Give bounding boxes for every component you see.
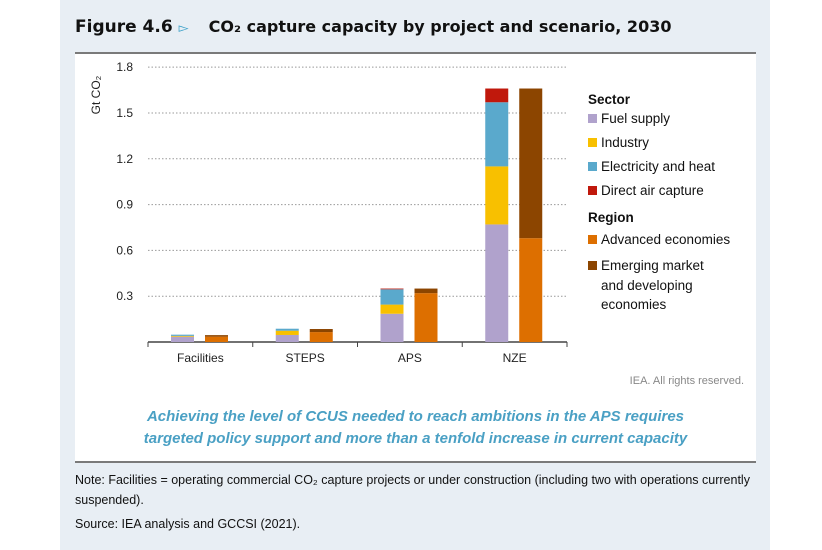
chart-title: CO₂ capture capacity by project and scen… [208,17,672,36]
y-tick-label: 0.9 [116,198,133,212]
y-tick-label: 0.6 [116,243,133,257]
legend-swatch [588,235,597,244]
y-tick-label: 1.2 [116,152,133,166]
key-message: Achieving the level of CCUS needed to re… [75,406,756,450]
y-tick-label: 1.5 [116,106,133,120]
bar-sector-segment [171,336,194,342]
legend-swatch [588,138,597,147]
y-tick-label: 0.3 [116,289,133,303]
key-message-line: Achieving the level of CCUS needed to re… [146,408,685,425]
bar-region-segment [309,329,333,333]
note-text: Note: Facilities = operating commercial … [75,473,750,507]
bar-sector-segment [380,304,404,314]
legend-label: Advanced economies [601,232,731,247]
legend-item: Industry [588,135,649,150]
bar-region-segment [519,238,543,342]
legend-item: Advanced economies [588,232,730,247]
bar-sector-segment [275,330,299,335]
legend-label: Emerging market and developing economies [601,258,704,312]
bar-sector-segment [485,224,509,342]
legend-swatch [588,261,597,270]
y-axis-label: Gt CO₂ [89,75,103,114]
x-tick-label: STEPS [285,351,324,365]
bar-sector-segment [275,334,299,342]
bar-sector-segment [380,313,404,342]
legend-label: Fuel supply [601,111,671,126]
legend-sector-title: Sector [588,92,631,107]
bar-region-segment [309,332,333,342]
x-tick-label: Facilities [177,351,224,365]
legend-label: Industry [601,135,650,150]
bar-region-segment [205,335,228,337]
figure-title: Figure 4.6 ▻ CO₂ capture capacity by proje… [75,17,671,37]
chart-area [75,52,756,463]
x-tick-label: NZE [503,351,527,365]
legend-item: Electricity and heat [588,159,715,174]
bar-sector-segment [485,88,509,103]
legend-label: Direct air capture [601,183,704,198]
triangle-icon: ▻ [178,21,189,36]
legend-item: Emerging market and developing economies [588,256,704,315]
key-message-line: targeted policy support and more than a … [143,430,688,447]
legend-region-title: Region [588,210,634,225]
legend-swatch [588,114,597,123]
notes: Note: Facilities = operating commercial … [75,470,765,534]
bar-sector-segment [380,289,404,305]
legend-swatch [588,186,597,195]
bar-region-segment [205,336,228,342]
legend-item: Direct air capture [588,183,704,198]
legend-item: Fuel supply [588,111,670,126]
bar-region-segment [414,293,438,342]
bar-sector-segment [275,328,299,331]
figure-label: Figure 4.6 [75,17,173,37]
bar-region-segment [519,88,543,239]
legend-swatch [588,162,597,171]
y-tick-label: 1.8 [116,60,133,74]
rights-text: IEA. All rights reserved. [629,375,744,387]
bar-region-segment [414,288,438,294]
bar-sector-segment [171,334,194,336]
x-tick-label: APS [398,351,422,365]
legend-label: Electricity and heat [601,159,716,174]
source-text: Source: IEA analysis and GCCSI (2021). [75,517,301,531]
bar-sector-segment [485,102,509,167]
bar-sector-segment [380,288,404,290]
bar-sector-segment [171,335,194,337]
bar-sector-segment [485,166,509,225]
